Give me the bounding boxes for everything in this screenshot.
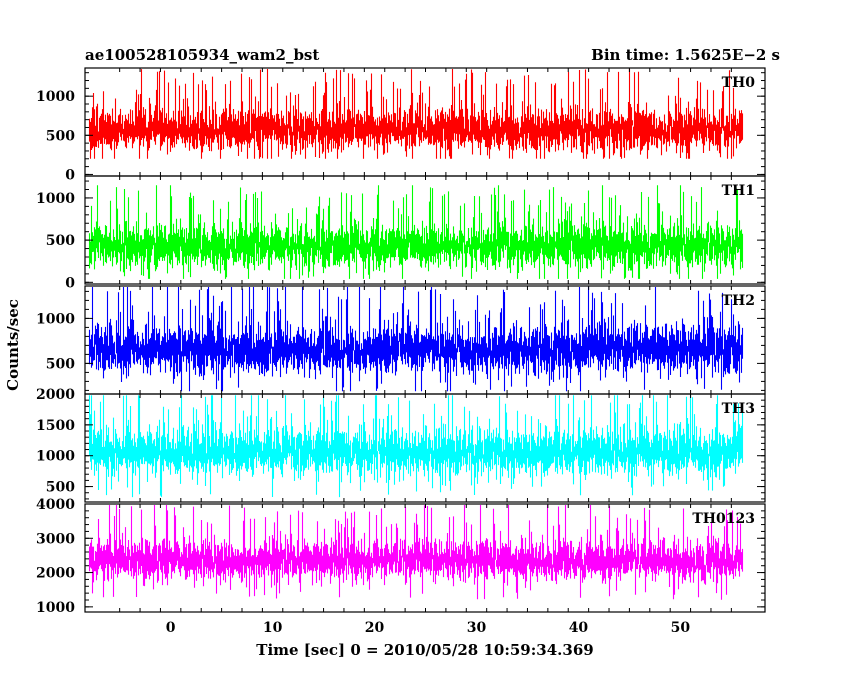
y-tick-label: 1000 bbox=[36, 191, 75, 207]
panel-label-th3: TH3 bbox=[722, 401, 755, 417]
series-th2 bbox=[88, 287, 744, 392]
panel-label-th1: TH1 bbox=[722, 183, 755, 199]
y-tick-label: 500 bbox=[46, 233, 75, 249]
x-tick-label: 40 bbox=[569, 620, 589, 636]
x-tick-label: 30 bbox=[467, 620, 487, 636]
panel-frame bbox=[84, 393, 766, 503]
panel-th0: 0 500 1000 TH0 bbox=[36, 67, 766, 183]
panel-frame bbox=[84, 175, 766, 285]
panel-label-th0123: TH0123 bbox=[692, 511, 755, 527]
panel-th1: 0 500 1000 TH1 bbox=[36, 175, 766, 291]
chart-title-left: ae100528105934_wam2_bst bbox=[85, 46, 319, 64]
y-tick-label: 500 bbox=[46, 480, 75, 496]
series-th3 bbox=[88, 395, 744, 498]
y-tick-label: 500 bbox=[46, 128, 75, 144]
x-tick-label: 20 bbox=[365, 620, 385, 636]
x-tick-label: 50 bbox=[671, 620, 691, 636]
y-tick-label: 4000 bbox=[36, 497, 75, 513]
y-tick-label: 1000 bbox=[36, 89, 75, 105]
y-tick-label: 2000 bbox=[36, 566, 75, 582]
panel-label-th2: TH2 bbox=[722, 293, 755, 309]
panel-label-th0: TH0 bbox=[722, 75, 756, 91]
y-tick-label: 3000 bbox=[36, 531, 75, 547]
y-axis-label: Counts/sec bbox=[4, 299, 22, 391]
y-tick-label: 500 bbox=[46, 356, 75, 372]
panel-th3: 500 1000 1500 2000 TH3 bbox=[36, 387, 766, 503]
y-tick-label: 2000 bbox=[36, 387, 75, 403]
x-axis-label: Time [sec] 0 = 2010/05/28 10:59:34.369 bbox=[256, 641, 593, 659]
panel-th0123: 1000 2000 3000 4000 TH0123 bbox=[36, 497, 766, 616]
y-tick-label: 1000 bbox=[36, 600, 75, 616]
y-tick-label: 1000 bbox=[36, 449, 75, 465]
x-tick-label: 10 bbox=[263, 620, 283, 636]
series-th0123 bbox=[88, 505, 744, 600]
y-tick-label: 0 bbox=[65, 275, 75, 291]
panel-frame bbox=[84, 503, 766, 613]
series-th0 bbox=[88, 69, 744, 159]
series-th1 bbox=[88, 185, 744, 279]
panel-th2: 500 1000 TH2 bbox=[36, 285, 766, 395]
chart-title-right: Bin time: 1.5625E−2 s bbox=[591, 46, 780, 64]
y-tick-label: 0 bbox=[65, 167, 75, 183]
y-tick-label: 1000 bbox=[36, 311, 75, 327]
y-tick-label: 1500 bbox=[36, 418, 75, 434]
x-tick-label: 0 bbox=[166, 620, 176, 636]
